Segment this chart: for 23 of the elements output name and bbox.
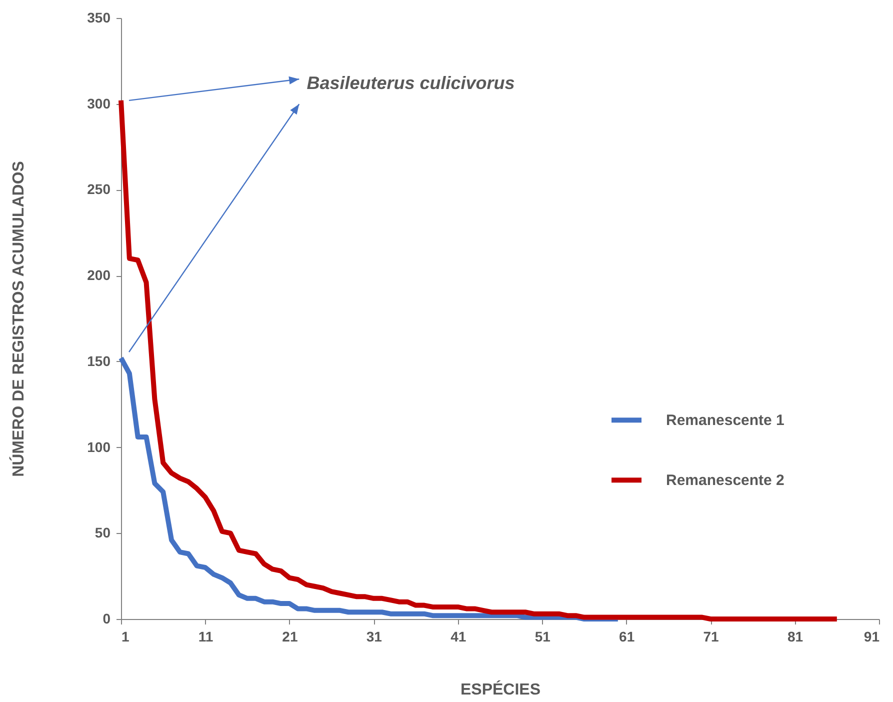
x-tick-label: 71: [703, 628, 720, 644]
x-tick-label: 61: [619, 628, 635, 644]
x-tick-label: 31: [366, 628, 382, 644]
legend-label: Remanescente 1: [666, 412, 784, 430]
x-tick-label: 81: [787, 628, 804, 644]
x-tick-label: 41: [450, 628, 466, 644]
y-tick-label: 350: [87, 10, 111, 26]
y-tick-label: 200: [87, 267, 111, 284]
y-tick-label: 300: [87, 95, 111, 112]
x-axis-title: ESPÉCIES: [460, 680, 541, 698]
y-tick-label: 50: [94, 524, 111, 541]
x-tick-label: 1: [122, 628, 130, 644]
y-tick-label: 150: [87, 352, 111, 369]
y-axis-title: NÚMERO DE REGISTROS ACUMULADOS: [8, 160, 28, 477]
x-tick-label: 91: [864, 628, 880, 644]
x-tick-label: 21: [282, 628, 298, 644]
x-tick-label: 51: [534, 628, 551, 644]
y-tick-label: 100: [87, 438, 111, 455]
y-tick-label: 0: [102, 610, 111, 626]
annotation: Basileuterus culicivorus: [306, 73, 515, 94]
legend-label: Remanescente 2: [666, 472, 784, 490]
y-tick-label: 250: [87, 181, 111, 198]
x-tick-label: 11: [198, 628, 214, 644]
